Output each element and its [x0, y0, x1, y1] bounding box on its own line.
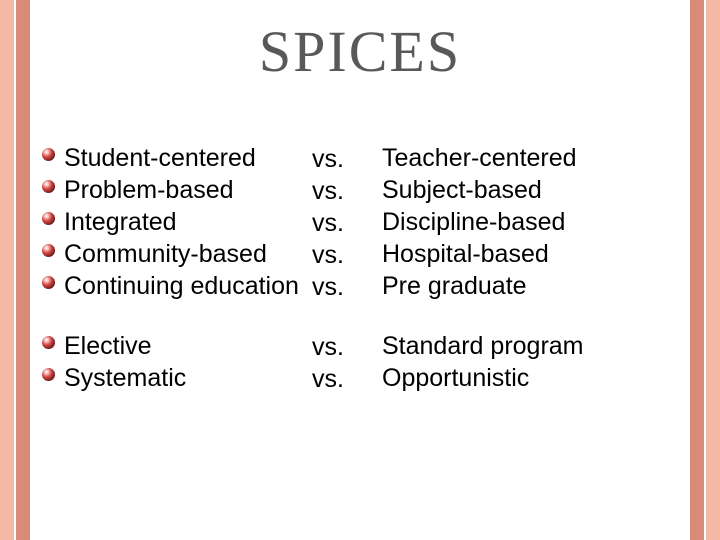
- right-term: Standard program: [382, 333, 682, 361]
- left-term: Community-based: [64, 241, 312, 269]
- bullet-cell: [42, 209, 64, 225]
- bullet-icon: [42, 276, 55, 289]
- comparison-row: Systematicvs.Opportunistic: [42, 365, 682, 397]
- right-term: Teacher-centered: [382, 145, 682, 173]
- bullet-icon: [42, 180, 55, 193]
- bullet-cell: [42, 241, 64, 257]
- comparison-row: Problem-basedvs.Subject-based: [42, 177, 682, 209]
- bullet-icon: [42, 368, 55, 381]
- right-term: Hospital-based: [382, 241, 682, 269]
- left-term: Student-centered: [64, 145, 312, 173]
- vs-label: vs.: [312, 241, 382, 270]
- vs-label: vs.: [312, 273, 382, 302]
- left-term: Elective: [64, 333, 312, 361]
- left-term: Continuing education: [64, 273, 312, 301]
- bullet-cell: [42, 273, 64, 289]
- comparison-row: Integratedvs.Discipline-based: [42, 209, 682, 241]
- bullet-cell: [42, 365, 64, 381]
- vs-label: vs.: [312, 333, 382, 362]
- bullet-cell: [42, 333, 64, 349]
- vs-label: vs.: [312, 145, 382, 174]
- bullet-cell: [42, 177, 64, 193]
- left-term: Systematic: [64, 365, 312, 393]
- vs-label: vs.: [312, 209, 382, 238]
- vs-label: vs.: [312, 177, 382, 206]
- bullet-icon: [42, 244, 55, 257]
- right-term: Opportunistic: [382, 365, 682, 393]
- comparison-row: Electivevs.Standard program: [42, 333, 682, 365]
- bullet-icon: [42, 212, 55, 225]
- page-title: SPICES: [0, 18, 720, 85]
- comparison-row: Student-centeredvs.Teacher-centered: [42, 145, 682, 177]
- right-term: Discipline-based: [382, 209, 682, 237]
- comparison-row: Community-basedvs.Hospital-based: [42, 241, 682, 273]
- right-term: Pre graduate: [382, 273, 682, 301]
- bullet-cell: [42, 145, 64, 161]
- left-term: Problem-based: [64, 177, 312, 205]
- right-term: Subject-based: [382, 177, 682, 205]
- left-term: Integrated: [64, 209, 312, 237]
- comparison-row: Continuing educationvs.Pre graduate: [42, 273, 682, 305]
- vs-label: vs.: [312, 365, 382, 394]
- comparison-table: Student-centeredvs.Teacher-centeredProbl…: [42, 145, 682, 397]
- bullet-icon: [42, 336, 55, 349]
- bullet-icon: [42, 148, 55, 161]
